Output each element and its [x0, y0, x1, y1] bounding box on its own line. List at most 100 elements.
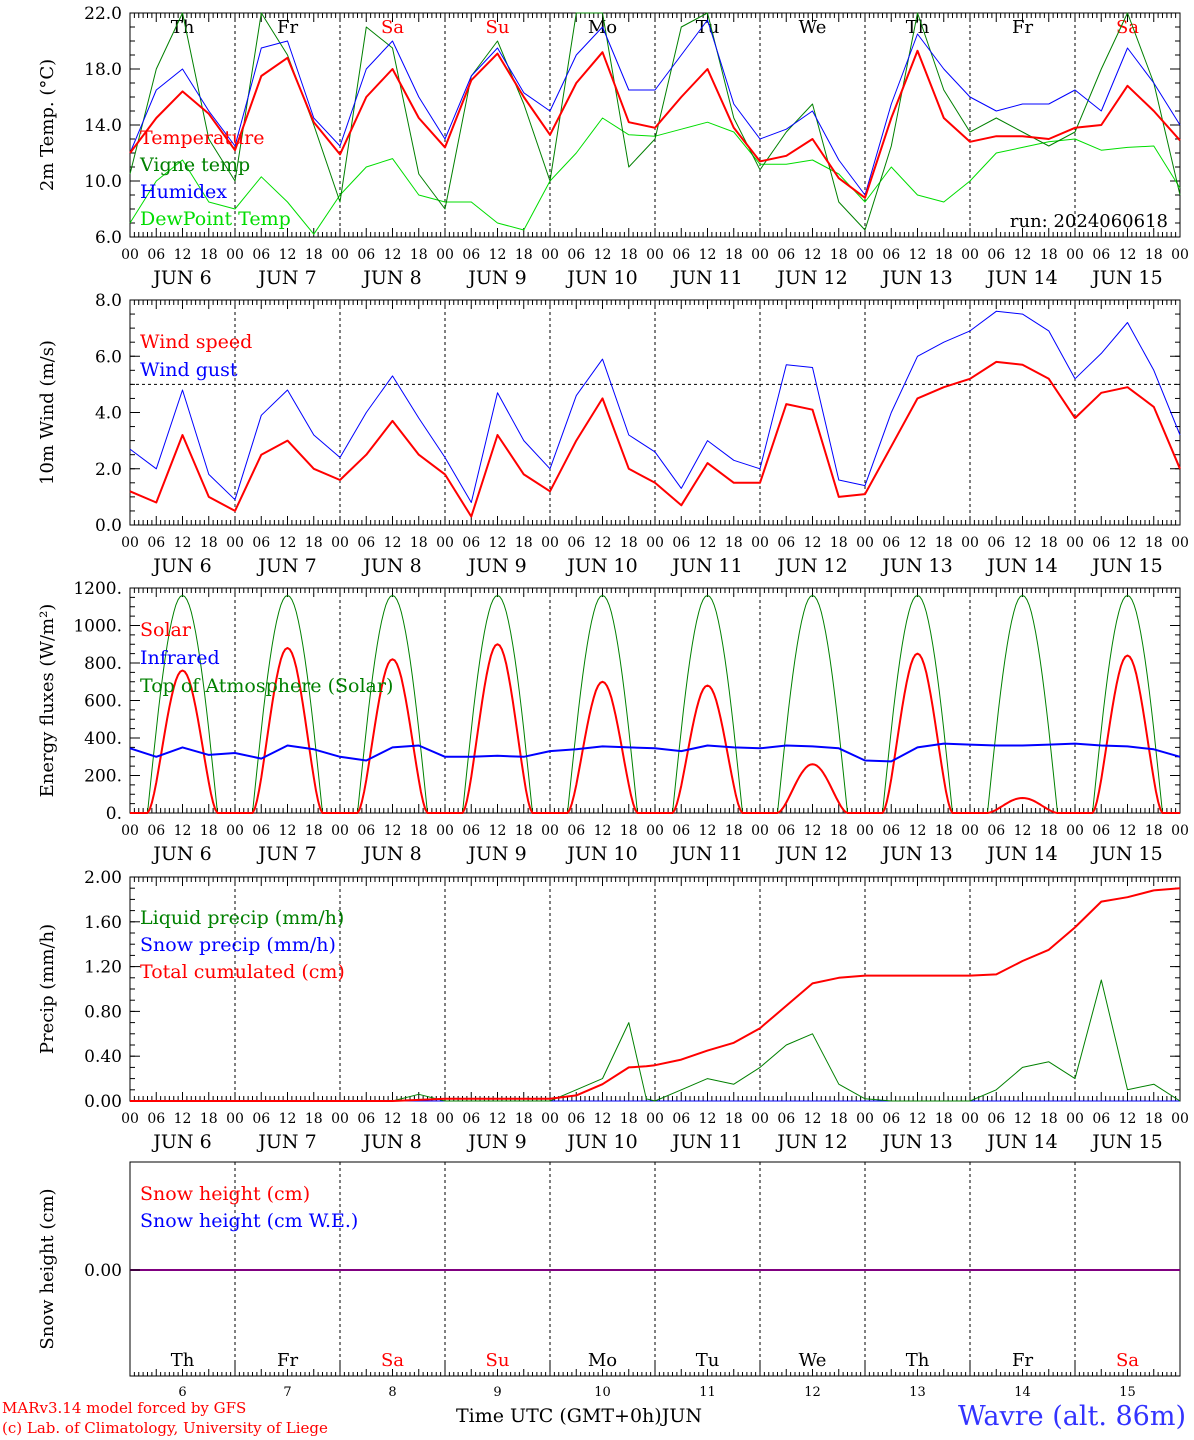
date-label: JUN 13 [880, 555, 952, 577]
legend-entry: Vigne temp [139, 154, 250, 176]
legend-entry: Top of Atmosphere (Solar) [140, 675, 393, 697]
day-name-label: We [799, 1350, 827, 1371]
hour-tick-label: 06 [147, 535, 165, 551]
plot-frame [129, 299, 1181, 526]
hour-tick-label: 12 [279, 1111, 297, 1127]
hour-tick-label: 12 [174, 535, 192, 551]
day-name-label: Mo [588, 1350, 617, 1371]
date-label: JUN 12 [775, 843, 847, 865]
hour-tick-label: 06 [147, 823, 165, 839]
y-tick-label: 200. [84, 767, 122, 787]
hour-tick-label: 00 [331, 823, 349, 839]
date-label: JUN 11 [670, 267, 742, 289]
hour-tick-label: 00 [646, 535, 664, 551]
day-name-label: Th [906, 17, 930, 38]
hour-tick-label: 12 [804, 535, 822, 551]
hour-tick-label: 18 [305, 1111, 323, 1127]
infrared-line [129, 742, 1181, 763]
y-axis-label: Energy fluxes (W/m²) [37, 604, 58, 798]
hour-tick-label: 06 [882, 1111, 900, 1127]
hour-tick-label: 12 [804, 247, 822, 263]
hour-tick-label: 06 [147, 1111, 165, 1127]
legend-entry: Snow height (cm W.E.) [140, 1210, 358, 1232]
y-tick-label: 4.0 [95, 404, 122, 424]
date-label: JUN 15 [1090, 1131, 1162, 1153]
hour-tick-label: 06 [147, 247, 165, 263]
hour-tick-label: 18 [830, 823, 848, 839]
hour-tick-label: 12 [1119, 535, 1137, 551]
y-axis-label: 10m Wind (m/s) [37, 340, 58, 485]
hour-tick-label: 06 [357, 1111, 375, 1127]
day-number-label: 7 [283, 1385, 291, 1400]
hour-tick-label: 12 [594, 247, 612, 263]
hour-tick-label: 00 [541, 535, 559, 551]
date-label: JUN 8 [361, 1131, 421, 1153]
y-axis-label: Snow height (cm) [37, 1188, 58, 1349]
hour-tick-label: 00 [436, 247, 454, 263]
lab-credit: (c) Lab. of Climatology, University of L… [2, 1419, 328, 1437]
y-tick-label: 6.0 [95, 347, 122, 367]
hour-tick-label: 18 [1145, 823, 1163, 839]
hour-tick-label: 18 [410, 823, 428, 839]
hour-tick-label: 12 [1119, 1111, 1137, 1127]
humidex-line [129, 19, 1181, 196]
hour-tick-label: 12 [1119, 823, 1137, 839]
legend-entry: Snow height (cm) [140, 1183, 310, 1205]
hour-tick-label: 18 [1040, 247, 1058, 263]
station-title: Wavre (alt. 86m) [958, 1401, 1186, 1432]
y-tick-label: 0.00 [84, 1261, 122, 1281]
y-tick-label: 0.00 [84, 1092, 122, 1112]
date-label: JUN 13 [880, 843, 952, 865]
y-tick-label: 600. [84, 692, 122, 712]
date-label: JUN 8 [361, 267, 421, 289]
hour-tick-label: 00 [1066, 823, 1084, 839]
y-tick-label: 1.60 [84, 913, 122, 933]
temperature-line [129, 49, 1181, 199]
hour-tick-label: 12 [909, 535, 927, 551]
day-number-label: 8 [388, 1385, 396, 1400]
y-tick-label: 0. [106, 804, 122, 824]
hour-tick-label: 00 [331, 1111, 349, 1127]
hour-tick-label: 18 [1145, 1111, 1163, 1127]
hour-tick-label: 12 [1014, 1111, 1032, 1127]
hour-tick-label: 06 [1092, 247, 1110, 263]
hour-tick-label: 00 [856, 1111, 874, 1127]
hour-tick-label: 06 [567, 247, 585, 263]
hour-tick-label: 00 [541, 247, 559, 263]
hour-tick-label: 12 [279, 823, 297, 839]
hour-tick-label: 00 [436, 535, 454, 551]
hour-tick-label: 12 [174, 1111, 192, 1127]
hour-tick-label: 06 [357, 247, 375, 263]
date-label: JUN 7 [256, 843, 316, 865]
hour-tick-label: 06 [882, 247, 900, 263]
legend-entry: DewPoint Temp [140, 208, 291, 230]
hour-tick-label: 18 [410, 1111, 428, 1127]
date-label: JUN 10 [565, 555, 637, 577]
hour-tick-label: 00 [751, 535, 769, 551]
hour-tick-label: 06 [357, 823, 375, 839]
legend-entry: Wind speed [140, 331, 252, 353]
day-name-label: Sa [1116, 17, 1139, 38]
hour-tick-label: 18 [410, 535, 428, 551]
hour-tick-label: 12 [909, 823, 927, 839]
hour-tick-label: 12 [804, 1111, 822, 1127]
hour-tick-label: 06 [672, 247, 690, 263]
hour-tick-label: 18 [200, 823, 218, 839]
hour-tick-label: 06 [672, 535, 690, 551]
date-label: JUN 9 [466, 843, 526, 865]
day-number-label: 6 [178, 1385, 186, 1400]
date-label: JUN 12 [775, 267, 847, 289]
hour-tick-label: 06 [882, 823, 900, 839]
hour-tick-label: 06 [777, 1111, 795, 1127]
hour-tick-label: 00 [121, 1111, 139, 1127]
plot-frame [129, 12, 1181, 238]
date-label: JUN 14 [985, 555, 1057, 577]
date-label: JUN 10 [565, 267, 637, 289]
day-name-label: Tu [696, 17, 720, 38]
hour-tick-label: 12 [909, 247, 927, 263]
y-tick-label: 22.0 [84, 4, 122, 24]
hour-tick-label: 00 [751, 1111, 769, 1127]
hour-tick-label: 00 [1066, 247, 1084, 263]
y-axis-label: 2m Temp. (°C) [37, 59, 58, 191]
y-tick-label: 0.0 [95, 516, 122, 536]
